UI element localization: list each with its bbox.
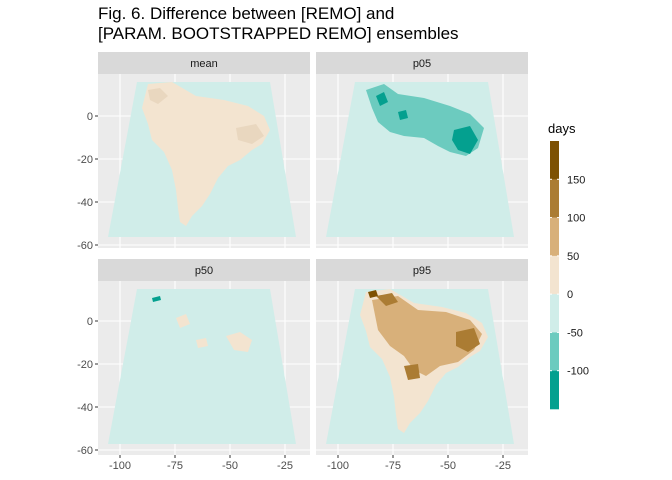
x-tick-label: -50 — [222, 460, 238, 472]
increase-field-high — [376, 293, 398, 306]
facet-strip-mean — [98, 52, 310, 74]
x-tick-label: -100 — [327, 460, 349, 472]
increase-field — [196, 338, 208, 348]
y-tick-label: -60 — [77, 445, 93, 457]
increase-field — [176, 314, 190, 328]
y-tick-label: -60 — [77, 240, 93, 252]
figure-title: Fig. 6. Difference between [REMO] and [P… — [98, 4, 459, 43]
land-field — [142, 82, 270, 226]
legend-color-swatch — [550, 294, 559, 333]
y-tick-label: -40 — [77, 197, 93, 209]
x-axis: -100 -75 -50 -25 -100 -75 -50 -25 — [109, 460, 511, 472]
facet-strip-label-p95: p95 — [413, 265, 431, 277]
y-tick-label: -20 — [77, 359, 93, 371]
decrease-field-strong — [152, 296, 161, 302]
legend-color-swatch — [550, 370, 559, 410]
facet-panel-p05: p05 — [316, 52, 528, 248]
legend-color-bar — [550, 141, 559, 410]
legend-color-swatch — [550, 332, 559, 372]
increase-field — [226, 332, 252, 352]
legend-color-swatch — [550, 217, 559, 257]
facet-strip-label-p05: p05 — [413, 58, 431, 70]
decrease-field-strong — [398, 110, 408, 120]
legend-break-label: 50 — [567, 251, 579, 263]
x-tick-label: -25 — [277, 460, 293, 472]
legend-color-swatch — [550, 141, 559, 180]
legend-break-label: 150 — [567, 174, 585, 186]
y-tick-label: 0 — [87, 111, 93, 123]
legend-break-label: -50 — [567, 327, 583, 339]
y-axis-top: 0 -20 -40 -60 — [77, 111, 93, 252]
facet-strip-label-p50: p50 — [195, 265, 213, 277]
ocean-field — [108, 289, 296, 444]
legend-break-label: -100 — [567, 366, 589, 378]
facet-strip-label-mean: mean — [190, 58, 218, 70]
increase-field-mid — [372, 296, 482, 376]
facet-panel-mean: mean — [98, 52, 310, 248]
y-axis-bottom: 0 -20 -40 -60 — [77, 316, 93, 457]
y-tick-label: -20 — [77, 154, 93, 166]
y-tick-label: -40 — [77, 402, 93, 414]
legend-color-swatch — [550, 255, 559, 295]
facet-strip-p50 — [98, 259, 310, 281]
legend-labels: 150 100 50 0 -50 -100 — [567, 174, 589, 377]
x-tick-label: -25 — [495, 460, 511, 472]
legend-title: days — [548, 121, 576, 136]
facet-panel-p95: p95 — [316, 259, 528, 455]
decrease-field-strong — [376, 92, 388, 106]
increase-field-top — [368, 290, 378, 298]
y-tick-label: 0 — [87, 316, 93, 328]
land-field-patch — [236, 124, 264, 144]
x-ticks — [119, 455, 504, 458]
legend-break-label: 0 — [567, 289, 573, 301]
legend: days 150 100 50 0 -50 -100 — [548, 121, 589, 410]
increase-field-high — [404, 364, 420, 380]
x-tick-label: -100 — [109, 460, 131, 472]
x-tick-label: -50 — [440, 460, 456, 472]
x-tick-label: -75 — [167, 460, 183, 472]
land-field-patch — [148, 88, 168, 104]
decrease-field-strong — [452, 126, 478, 154]
facet-strip-p95 — [316, 259, 528, 281]
x-tick-label: -75 — [385, 460, 401, 472]
facet-strip-p05 — [316, 52, 528, 74]
legend-break-label: 100 — [567, 213, 585, 225]
increase-field-high — [456, 328, 480, 352]
y-ticks-bottom — [95, 320, 98, 451]
y-ticks-top — [95, 115, 98, 246]
legend-color-swatch — [550, 179, 559, 218]
facet-panel-p50: p50 — [98, 259, 310, 455]
